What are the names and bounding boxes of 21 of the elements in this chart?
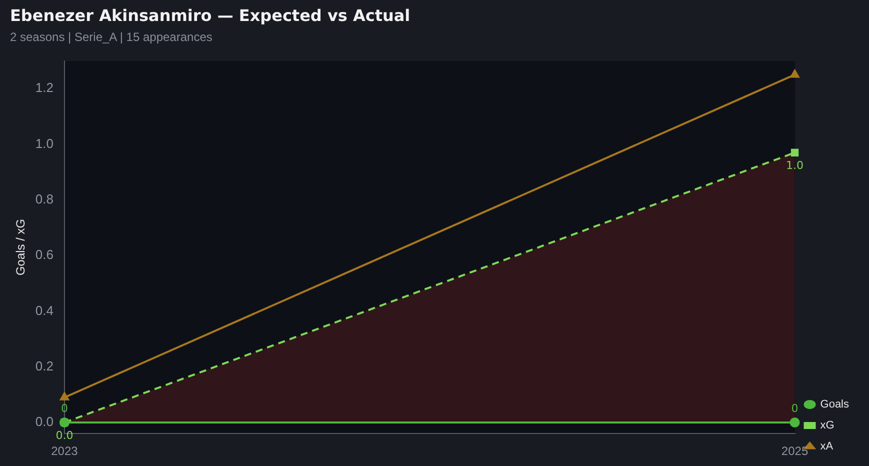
y-tick-label: 0.0 [35,414,54,430]
y-tick-label: 0.2 [35,358,54,374]
legend-label: xA [820,440,834,453]
y-tick-label: 0.4 [35,302,54,318]
y-tick-label: 0.8 [35,191,54,206]
data-label: 0 [60,402,68,415]
data-label: 0.0 [56,428,74,442]
y-tick-label: 1.0 [35,136,54,151]
x-tick-label: 2023 [51,444,78,458]
y-tick-label: 0.6 [35,247,54,262]
y-tick-label: 1.2 [35,80,54,96]
legend-label: xG [820,420,834,432]
point [790,417,800,428]
data-label: 0 [791,402,798,415]
legend-label: Goals [820,398,850,411]
y-axis-title: Goals / xG [14,218,28,276]
chart-subtitle: 2 seasons | Serie_A | 15 appearances [10,30,212,44]
x-tick-label: 2025 [781,444,808,458]
chart-title: Ebenezer Akinsanmiro — Expected vs Actual [10,6,410,25]
data-label: 1.0 [786,158,804,172]
point [790,148,799,156]
